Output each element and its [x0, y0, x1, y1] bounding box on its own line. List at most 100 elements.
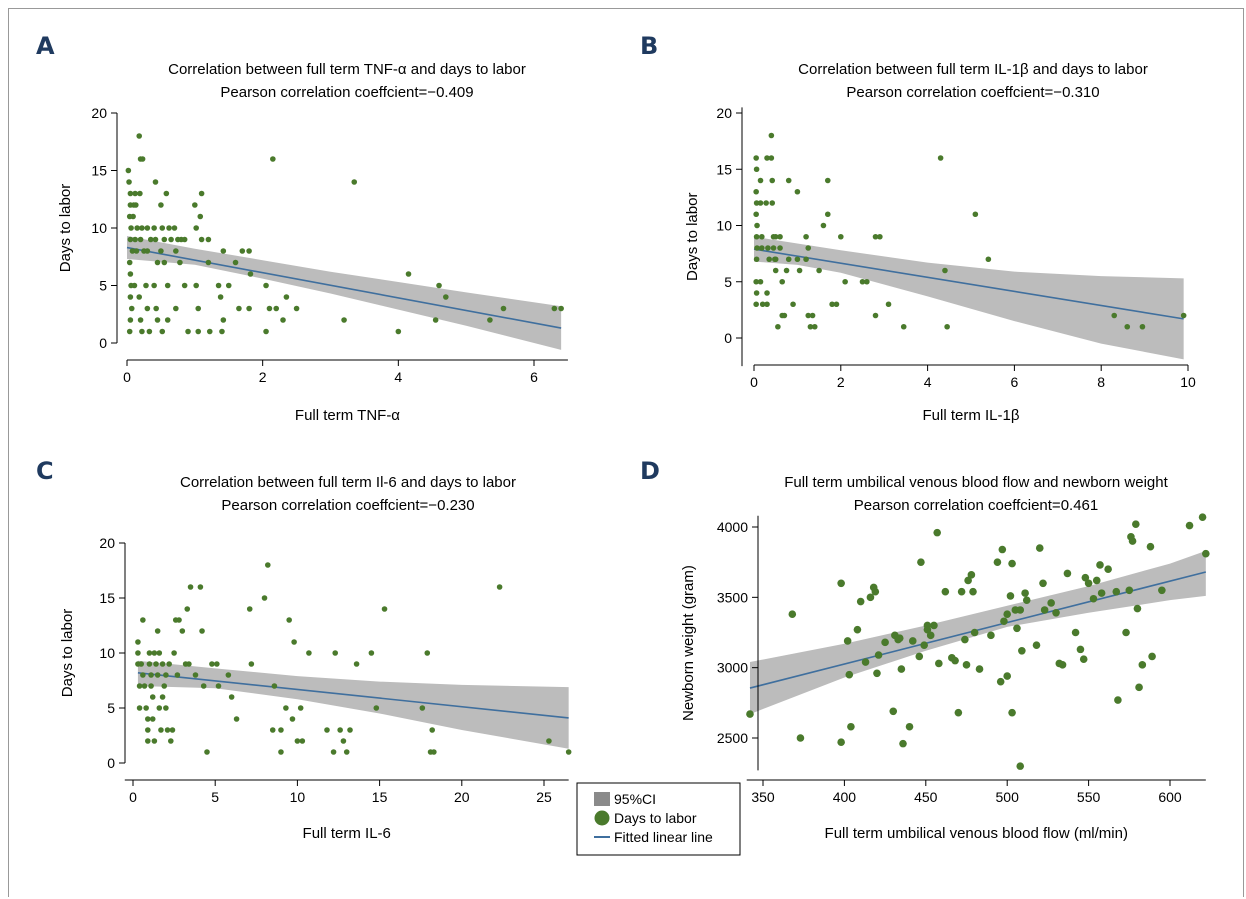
x-tick-label: 8: [1097, 374, 1105, 390]
data-point: [985, 256, 992, 263]
data-point: [144, 716, 151, 722]
data-point: [246, 305, 252, 312]
panel-b: B Correlation between full term IL-1β and…: [640, 32, 1196, 424]
data-point: [135, 639, 141, 645]
data-point: [930, 621, 938, 630]
data-point: [146, 328, 153, 335]
data-point: [845, 670, 854, 679]
data-point: [1185, 521, 1194, 530]
data-point: [794, 256, 801, 263]
data-point: [138, 661, 145, 667]
x-tick-label: 25: [536, 789, 552, 805]
x-tick-label: 350: [751, 789, 775, 805]
data-point: [551, 305, 558, 312]
data-point: [146, 650, 153, 656]
data-point: [1096, 561, 1104, 569]
data-point: [987, 631, 995, 640]
data-point: [436, 282, 442, 289]
data-point: [753, 233, 760, 240]
chart-subtitle: Pearson correlation coeffcient=−0.310: [846, 84, 1099, 101]
data-point: [219, 328, 225, 335]
data-point: [158, 248, 164, 254]
data-point: [140, 672, 146, 678]
data-point: [1008, 559, 1016, 568]
x-tick-label: 550: [1077, 789, 1101, 805]
data-point: [1008, 708, 1016, 717]
data-point: [266, 305, 273, 312]
data-point: [153, 661, 159, 667]
data-point: [796, 734, 805, 742]
data-point: [246, 248, 252, 254]
data-point: [151, 225, 157, 231]
data-point: [757, 200, 764, 206]
data-point: [215, 683, 222, 689]
x-tick-label: 5: [211, 789, 219, 805]
data-point: [297, 705, 304, 711]
data-point: [1089, 594, 1098, 603]
y-tick-label: 3500: [717, 589, 748, 605]
data-point: [164, 282, 171, 289]
y-axis-label: Newborn weight (gram): [680, 565, 697, 721]
chart-subtitle: Pearson correlation coeffcient=−0.230: [221, 497, 474, 514]
data-point: [1114, 696, 1122, 704]
data-point: [132, 190, 138, 197]
data-point: [153, 305, 159, 312]
data-point: [225, 672, 232, 678]
data-point: [785, 256, 792, 263]
data-point: [343, 749, 350, 755]
data-point: [917, 558, 925, 566]
data-point: [1111, 312, 1118, 319]
data-point: [137, 190, 143, 197]
data-point: [152, 236, 159, 243]
chart-title: Correlation between full term Il-6 and d…: [180, 474, 516, 491]
y-tick-label: 5: [724, 274, 732, 290]
data-point: [151, 738, 158, 744]
data-point: [1148, 652, 1156, 661]
data-point: [233, 716, 240, 722]
data-point: [872, 312, 879, 319]
data-point: [181, 282, 188, 289]
data-point: [1016, 606, 1025, 614]
data-point: [186, 661, 192, 667]
data-point: [154, 317, 161, 323]
data-point: [905, 722, 914, 731]
data-point: [796, 267, 803, 274]
data-point: [1084, 579, 1093, 588]
chart-title: Full term umbilical venous blood flow an…: [784, 474, 1168, 491]
data-point: [873, 669, 881, 678]
data-point: [171, 225, 178, 231]
x-tick-label: 600: [1158, 789, 1182, 805]
data-point: [915, 652, 924, 661]
data-point: [156, 650, 163, 656]
data-point: [263, 282, 269, 289]
data-point: [164, 727, 171, 733]
data-point: [248, 661, 255, 667]
data-point: [777, 245, 783, 251]
y-tick-label: 20: [91, 105, 107, 121]
data-point: [816, 267, 822, 274]
data-point: [151, 650, 158, 656]
data-point: [140, 617, 146, 623]
data-point: [769, 177, 776, 184]
data-point: [163, 705, 169, 711]
data-point: [432, 317, 439, 323]
data-point: [1124, 323, 1131, 330]
data-point: [753, 278, 759, 285]
y-tick-label: 0: [107, 755, 115, 771]
data-point: [126, 328, 133, 335]
data-point: [159, 328, 166, 335]
data-point: [1092, 576, 1101, 585]
data-point: [866, 593, 875, 602]
data-point: [337, 727, 343, 733]
data-point: [340, 738, 347, 744]
data-point: [215, 282, 222, 289]
data-point: [192, 672, 199, 678]
data-point: [923, 625, 932, 634]
data-point: [859, 278, 866, 285]
data-point: [1018, 646, 1026, 655]
data-point: [134, 225, 140, 231]
data-point: [424, 650, 431, 656]
data-point: [163, 672, 169, 678]
chart-subtitle: Pearson correlation coeffcient=0.461: [854, 497, 1098, 514]
data-point: [794, 188, 801, 195]
